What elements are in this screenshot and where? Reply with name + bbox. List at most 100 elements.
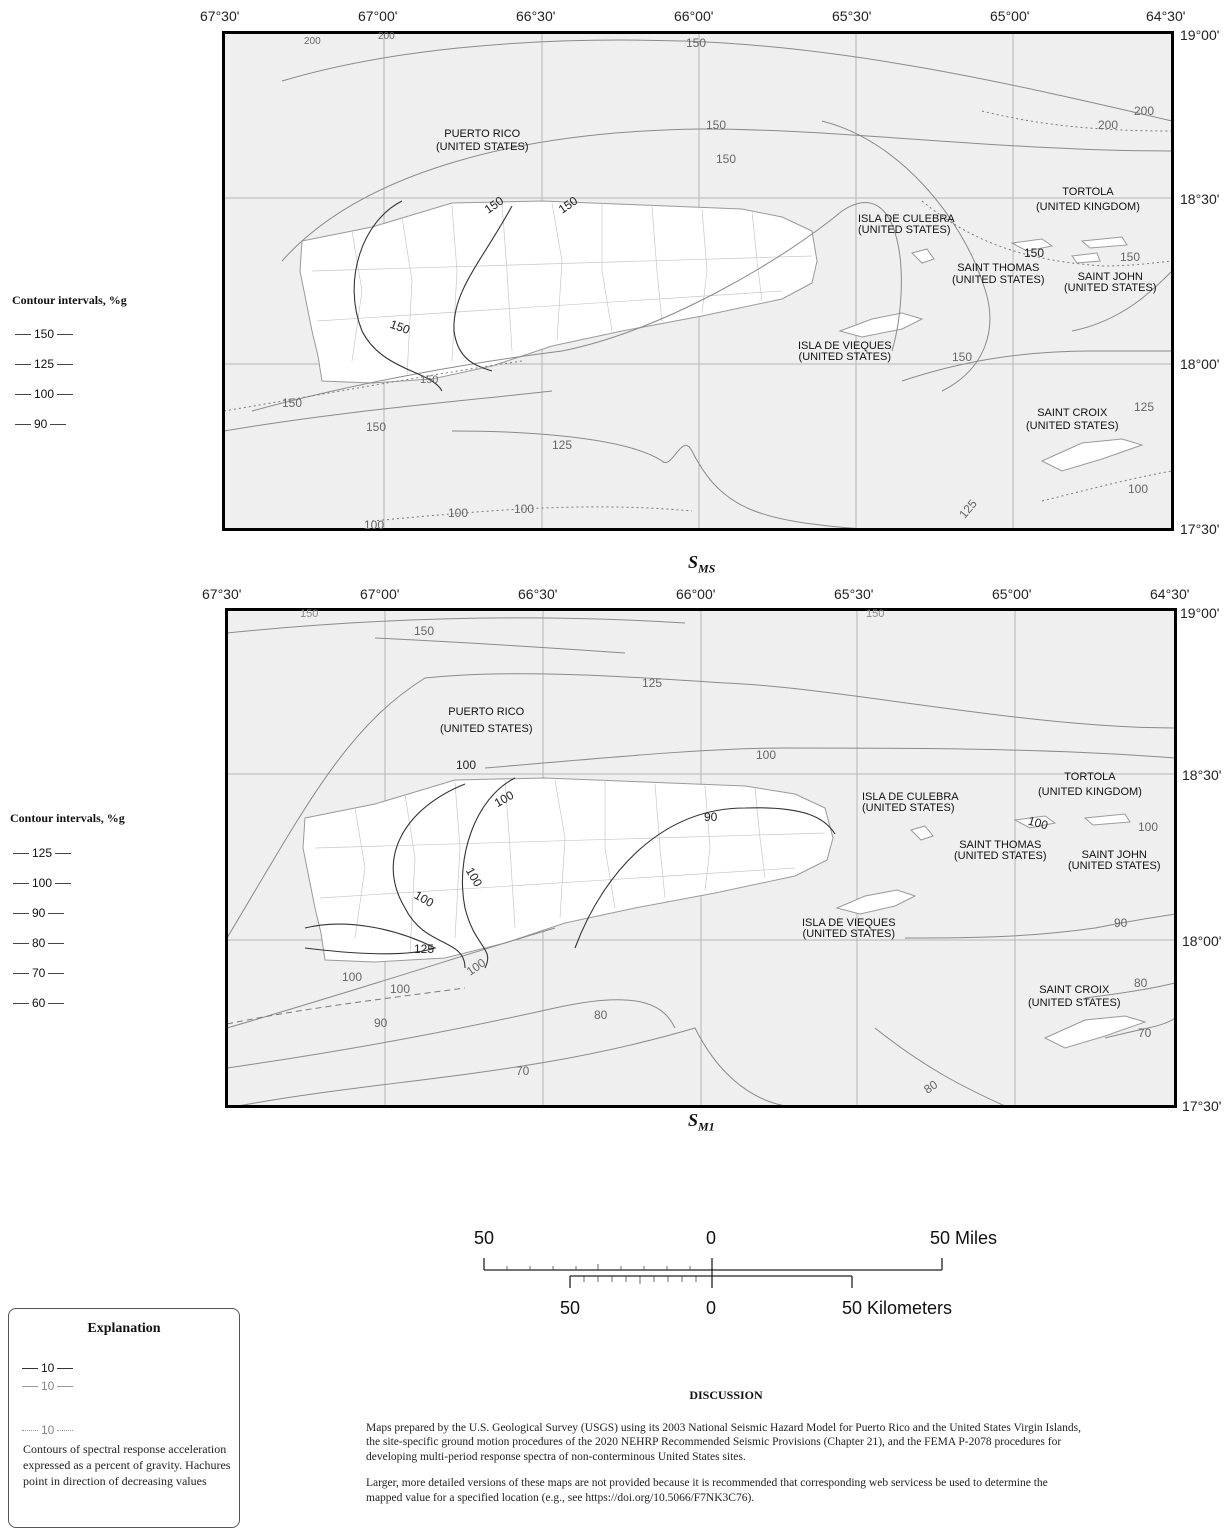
legend-item: 80 [10, 936, 67, 950]
culebra-island [910, 825, 934, 841]
place-name: ISLA DE CULEBRA [858, 213, 955, 225]
place-name: SAINT THOMAS [959, 839, 1042, 851]
explanation-line-primary: 10 [19, 1361, 76, 1375]
explanation-description: Contours of spectral response accelerati… [23, 1442, 231, 1488]
contour-label: 100 [514, 502, 535, 516]
contour-label: 100 [364, 518, 385, 532]
legend-value: 150 [34, 327, 55, 341]
map-title-main: S [688, 1110, 699, 1130]
legend-title: Contour intervals, %g [12, 293, 127, 307]
map-sms: 67°30' 67°00' 66°30' 66°00' 65°30' 65°00… [0, 0, 1232, 580]
map-title-sm1: SM1 [688, 1110, 715, 1135]
lat-label: 17°30' [1182, 1098, 1222, 1114]
map-title-sub: M1 [698, 1119, 715, 1134]
lon-label: 67°00' [358, 8, 398, 24]
legend-value: 80 [32, 936, 46, 950]
place-country: (UNITED STATES) [1026, 420, 1119, 432]
lon-label: 64°30' [1150, 586, 1190, 602]
contour-label: 125 [1134, 400, 1155, 414]
lon-label: 67°30' [202, 586, 242, 602]
contour-label: 100 [1138, 820, 1159, 834]
contour-label: 150 [706, 118, 727, 132]
legend-item: 90 [10, 906, 67, 920]
place-label-culebra: ISLA DE CULEBRA (UNITED STATES) [858, 214, 955, 236]
place-country: (UNITED STATES) [1064, 282, 1157, 294]
contour-label: 125 [552, 438, 573, 452]
contour-label: 100 [390, 982, 411, 996]
lon-label: 66°00' [676, 586, 716, 602]
st-thomas-island [1010, 238, 1054, 252]
explanation-line-secondary: 10 [19, 1379, 76, 1393]
lat-label: 19°00' [1180, 605, 1220, 621]
place-name: SAINT CROIX [1037, 407, 1108, 419]
contour-label: 125 [414, 942, 435, 956]
place-name: SAINT JOHN [1077, 271, 1143, 283]
lat-label: 18°00' [1180, 356, 1220, 372]
legend-item: 150 [12, 327, 76, 341]
municipio-lines [314, 779, 826, 954]
discussion-section: DISCUSSION Maps prepared by the U.S. Geo… [366, 1388, 1086, 1517]
legend-item: 90 [12, 417, 69, 431]
tortola-island [1083, 813, 1131, 826]
place-country: (UNITED STATES) [862, 802, 955, 814]
place-country: (UNITED STATES) [1028, 997, 1121, 1009]
contours-secondary [226, 617, 1176, 1108]
contour-label: 100 [342, 970, 363, 984]
municipio-lines [311, 202, 813, 377]
place-country: (UNITED STATES) [954, 850, 1047, 862]
legend-value: 60 [32, 996, 46, 1010]
discussion-paragraph: Larger, more detailed versions of these … [366, 1477, 1048, 1504]
culebra-island [911, 248, 935, 264]
contour-label: 80 [1134, 976, 1148, 990]
place-label-saint-croix: SAINT CROIX (UNITED STATES) [1028, 984, 1120, 1010]
place-country: (UNITED STATES) [858, 224, 951, 236]
legend-value: 90 [34, 417, 48, 431]
place-label-saint-thomas: SAINT THOMAS (UNITED STATES) [954, 840, 1046, 862]
puerto-rico-island [302, 777, 834, 963]
scale-km-right: 50 Kilometers [842, 1298, 953, 1318]
st-croix-island [1040, 438, 1144, 472]
contour-label: 150 [1120, 250, 1141, 264]
legend-item: 60 [10, 996, 67, 1010]
contour-label: 150 [866, 608, 885, 620]
legend-item: 125 [12, 357, 76, 371]
lon-label: 66°30' [518, 586, 558, 602]
lat-label: 17°30' [1180, 521, 1220, 537]
contour-label: 100 [448, 506, 469, 520]
map-frame-sm1 [225, 608, 1177, 1108]
st-john-island [1071, 252, 1101, 264]
place-country: (UNITED STATES) [798, 351, 892, 363]
st-croix-island [1043, 1015, 1147, 1049]
contour-label: 90 [704, 810, 718, 824]
scale-miles-left: 50 [474, 1228, 495, 1248]
legend-title: Contour intervals, %g [10, 811, 125, 825]
place-label-puerto-rico: PUERTO RICO (UNITED STATES) [436, 128, 528, 154]
place-label-tortola: TORTOLA (UNITED KINGDOM) [1038, 770, 1142, 800]
contour-label: 200 [1134, 104, 1155, 118]
lon-label: 66°00' [674, 8, 714, 24]
tortola-island [1080, 236, 1128, 249]
contour-label: 125 [642, 676, 663, 690]
contour-label: 150 [686, 36, 707, 50]
lon-label: 64°30' [1146, 8, 1186, 24]
place-name: ISLA DE CULEBRA [862, 791, 959, 803]
contour-label: 90 [374, 1016, 388, 1030]
contours-primary [353, 200, 513, 392]
contour-label: 150 [1024, 246, 1045, 260]
legend-value: 100 [32, 876, 53, 890]
map-frame-sms [222, 31, 1174, 531]
scale-bar: 50 0 50 Miles 50 0 50 Kilometers [470, 1226, 997, 1326]
discussion-paragraph: Maps prepared by the U.S. Geological Sur… [366, 1422, 1081, 1463]
explanation-line-value: 10 [41, 1379, 55, 1393]
contour-label: 80 [594, 1008, 608, 1022]
place-country: (UNITED STATES) [436, 141, 529, 153]
contour-label: 150 [716, 152, 737, 166]
place-name: PUERTO RICO [448, 706, 525, 718]
explanation-line-value: 10 [41, 1361, 55, 1375]
legend-value: 125 [32, 846, 53, 860]
lon-label: 65°00' [990, 8, 1030, 24]
place-label-saint-john: SAINT JOHN (UNITED STATES) [1068, 850, 1160, 872]
vieques-island [838, 312, 924, 338]
place-name: ISLA DE VIEQUES [802, 917, 896, 929]
contour-label: 150 [366, 420, 387, 434]
